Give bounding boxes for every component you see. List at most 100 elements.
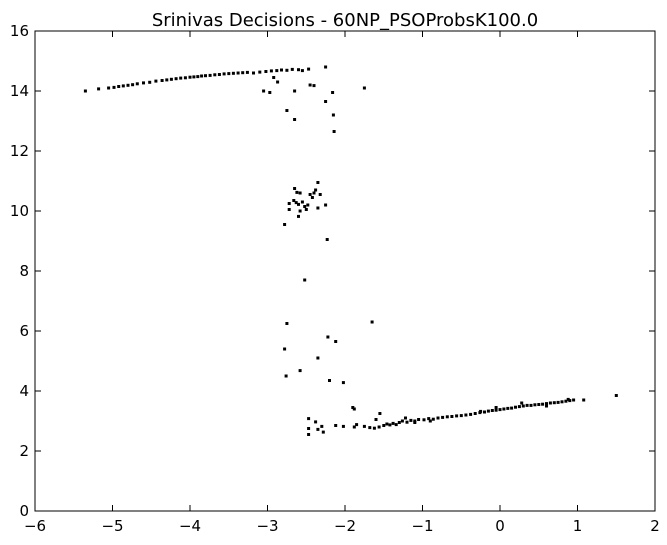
data-point — [413, 421, 417, 424]
data-point — [290, 67, 294, 71]
data-point — [320, 424, 324, 428]
data-point — [252, 71, 255, 75]
data-point — [245, 70, 249, 74]
data-point — [272, 76, 276, 79]
y-tick-label: 2 — [19, 442, 29, 460]
data-point — [355, 423, 359, 427]
data-point — [312, 84, 316, 88]
data-point — [310, 196, 314, 199]
data-point — [521, 404, 525, 408]
data-point — [300, 200, 304, 204]
data-point — [397, 421, 401, 424]
data-point — [148, 80, 152, 84]
data-point — [436, 416, 440, 420]
data-point — [293, 89, 297, 93]
data-point — [400, 419, 404, 423]
data-point — [174, 77, 178, 81]
data-point — [308, 193, 312, 196]
data-point — [525, 403, 529, 407]
data-point — [142, 81, 145, 85]
data-point — [269, 69, 273, 73]
data-point — [568, 399, 572, 403]
data-point — [169, 77, 173, 81]
data-point — [428, 419, 432, 423]
data-point — [325, 238, 329, 241]
data-point — [307, 433, 311, 436]
data-point — [324, 203, 328, 207]
data-point — [268, 91, 272, 94]
data-point — [222, 72, 226, 76]
data-point — [394, 423, 398, 427]
data-point — [431, 417, 435, 421]
x-tick-label: 1 — [573, 517, 583, 535]
data-point — [450, 415, 454, 418]
data-point — [192, 75, 196, 79]
data-point — [328, 379, 331, 382]
data-point — [297, 214, 300, 218]
data-point — [312, 191, 316, 195]
data-point — [236, 71, 240, 75]
y-tick-label: 4 — [19, 382, 29, 400]
data-point — [422, 418, 426, 422]
data-point — [455, 414, 459, 418]
data-point — [441, 415, 445, 419]
x-tick-label: −5 — [101, 517, 123, 535]
data-point — [293, 118, 297, 121]
data-point — [352, 425, 356, 429]
data-point — [285, 68, 289, 72]
data-point — [121, 84, 125, 88]
y-tick-label: 12 — [10, 142, 29, 160]
data-point — [321, 430, 325, 434]
data-point — [362, 424, 366, 428]
data-point — [510, 406, 514, 410]
data-point — [284, 374, 288, 378]
y-tick-label: 0 — [19, 502, 29, 520]
data-point — [217, 73, 221, 76]
data-point — [297, 202, 300, 206]
data-point — [227, 72, 231, 76]
data-point — [280, 68, 283, 72]
data-point — [529, 403, 533, 407]
data-point — [374, 418, 378, 421]
data-point — [231, 71, 235, 75]
data-point — [316, 206, 320, 210]
data-point — [306, 203, 310, 207]
data-point — [316, 181, 320, 184]
data-point — [378, 412, 382, 415]
data-point — [541, 402, 545, 406]
data-point — [572, 398, 576, 402]
data-point — [331, 91, 335, 94]
data-point — [297, 68, 300, 72]
data-point — [391, 421, 395, 425]
data-point — [372, 426, 376, 430]
data-point — [160, 79, 164, 82]
data-point — [445, 415, 449, 419]
data-point — [385, 422, 389, 426]
y-tick-label: 10 — [10, 202, 29, 220]
data-point — [464, 413, 468, 417]
data-point — [427, 417, 431, 421]
data-point — [179, 76, 183, 80]
data-point — [517, 405, 521, 409]
data-point — [520, 401, 524, 405]
x-tick-label: −4 — [179, 517, 201, 535]
data-point — [304, 208, 308, 211]
data-point — [533, 403, 537, 407]
data-point — [283, 347, 287, 351]
data-point — [131, 83, 135, 87]
data-point — [287, 202, 291, 205]
data-point — [303, 205, 307, 208]
data-point — [275, 69, 279, 73]
data-point — [262, 89, 266, 93]
data-point — [473, 412, 477, 415]
data-point — [258, 70, 262, 74]
data-point — [404, 416, 407, 420]
x-tick-label: −2 — [334, 517, 356, 535]
data-point — [241, 71, 245, 75]
data-point — [293, 187, 297, 190]
data-point — [417, 418, 421, 421]
data-point — [196, 75, 200, 79]
data-point — [514, 405, 517, 409]
